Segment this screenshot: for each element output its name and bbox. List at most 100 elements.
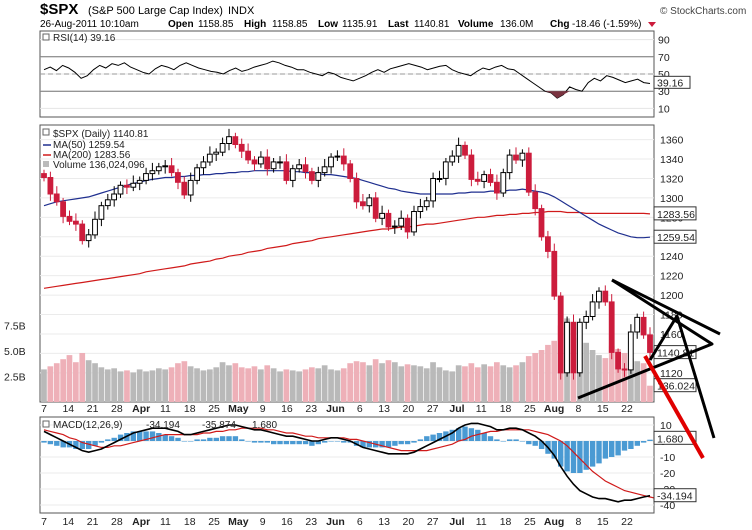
volume-bar [302,369,309,402]
candle-body [289,168,296,181]
high-label: High [244,19,266,30]
volume-bar [219,362,226,402]
candle-body [404,217,411,233]
macd-last-label: 1.680 [657,433,683,445]
candle-body [92,218,98,236]
macd-histogram-bar [245,441,251,442]
upward-arrow-annotation [648,314,716,439]
volume-bar [640,363,647,402]
candle-body [136,179,143,184]
macd-histogram-bar [137,431,143,441]
macd-histogram-bar [481,433,487,441]
macd-histogram-bar [366,441,372,448]
candle-body [226,136,232,144]
price-tick-label: 1360 [660,135,684,147]
candle-body [98,205,105,220]
x-axis-label-bottom: 20 [403,516,415,528]
volume-bar [500,365,507,402]
volume-bar [417,366,424,402]
candle-body [79,223,86,242]
macd-histogram-bar [54,441,60,446]
volume-bar [647,385,653,402]
x-axis-label: May [228,403,249,415]
volume-bar [621,353,628,402]
macd-histogram-bar [404,441,411,445]
macd-histogram-bar [430,434,436,441]
x-axis-label: 11 [160,403,171,415]
volume-bar [270,368,277,402]
macd-tick-label: -10 [660,452,675,464]
volume-bar [111,368,117,402]
macd-histogram-bar [105,439,111,441]
macd-histogram-bar [143,431,149,441]
macd-histogram-bar [551,441,557,459]
macd-histogram-bar [500,441,506,442]
macd-histogram-bar [219,436,226,441]
x-axis-label: 6 [357,403,363,415]
candle-body [104,199,111,207]
price-last-label: 1140.81 [657,348,694,360]
candle-body [589,301,596,317]
price-last-label: 1259.54 [657,232,695,244]
price-legend-swatch [42,128,50,136]
rsi-layer [43,60,651,99]
x-axis-label: 13 [378,403,390,415]
last-label: Last [388,19,409,30]
candle-body [155,166,162,172]
candle-body [175,172,181,183]
macd-histogram-bar [200,439,207,441]
macd-histogram-bar [188,441,194,442]
volume-bar [130,372,137,402]
candle-body [340,155,347,165]
macd-histogram-bar [181,441,188,442]
price-tick-label: 1300 [660,193,684,205]
candle-body [334,155,341,158]
candle-body [449,155,456,163]
candle-body [149,170,156,175]
macd-histogram-bar [92,441,98,446]
candle-body [245,150,251,161]
volume-bar [328,369,334,402]
macd-histogram-bar [232,436,239,441]
macd-histogram-bar [41,441,47,443]
volume-bar [423,368,430,402]
macd-legend: MACD(12,26,9) -34.194 -35.874 1.680 [42,420,277,431]
x-axis-label-bottom: 22 [621,516,633,528]
macd-histogram-bar [207,437,213,441]
candle-body [627,331,634,371]
macd-histogram-bar [424,436,430,441]
macd-histogram-bar [226,436,232,441]
volume-bar [238,367,245,402]
volume-bar [283,369,290,402]
macd-histogram-bar [271,441,277,445]
volume-bar [92,363,98,402]
volume-bar [628,358,634,402]
volume-bar [436,367,443,402]
volume-bar [596,355,602,402]
volume-bar [124,370,130,402]
candle-body [302,164,309,173]
candle-body [258,156,264,165]
macd-histogram-bar [411,441,417,443]
macd-histogram-bar [73,441,79,449]
rsi-tick-label: 50 [658,69,670,81]
rsi-tick-label: 70 [658,52,670,64]
macd-histogram-bar [98,441,105,443]
price-tick-label: 1200 [660,290,684,302]
candle-body [391,225,398,228]
volume-bar [162,369,168,402]
x-axis-label-bottom: 8 [575,516,581,528]
macd-histogram-bar [475,429,481,441]
security-name: (S&P 500 Large Cap Index) [88,5,223,17]
volume-bars [41,318,653,402]
volume-bar [545,344,551,402]
last-value: 1140.81 [414,19,450,30]
volume-bar [608,345,615,402]
rsi-last-box [653,75,691,89]
macd-tick-label: -40 [660,500,675,512]
rsi-tick-label: 30 [658,86,670,98]
x-axis-label: 22 [621,403,633,415]
candle-body [621,368,628,371]
macd-histogram-bar [538,441,545,449]
